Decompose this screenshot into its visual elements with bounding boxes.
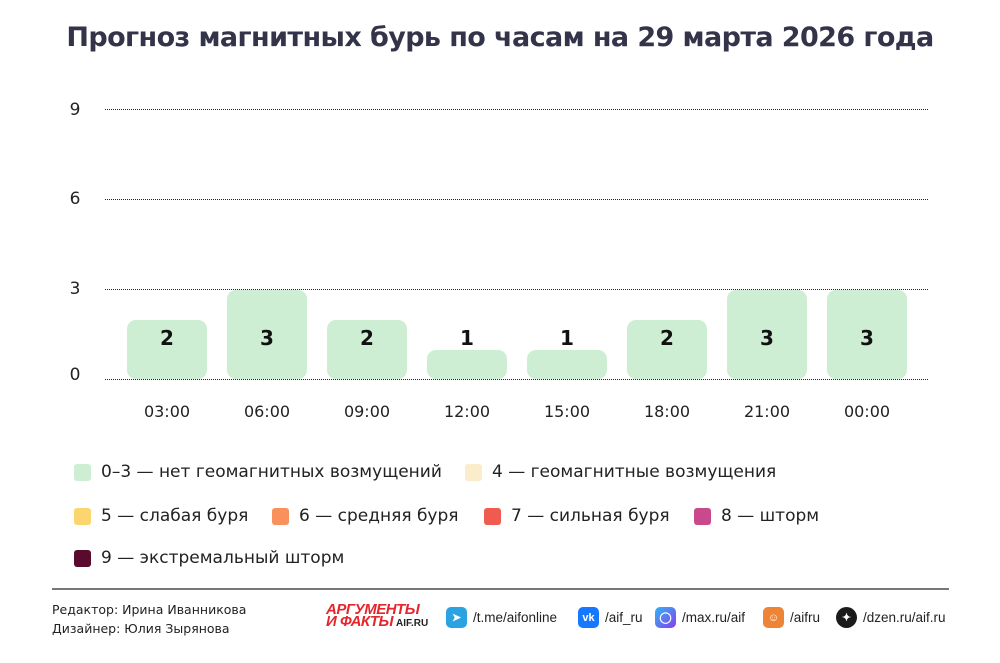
social-label: /dzen.ru/aif.ru [863,610,946,625]
y-tick-0: 0 [69,365,81,385]
legend-item-7: 7 — сильная буря [484,506,670,526]
bar [227,290,307,379]
bar [627,320,707,379]
social-telegram[interactable]: ➤ /t.me/aifonline [446,607,557,628]
bar [127,320,207,379]
social-label: /aif_ru [605,610,643,625]
bar [527,350,607,379]
y-tick-9: 9 [69,100,81,120]
y-tick-3: 3 [69,279,81,299]
social-label: /aifru [790,610,821,625]
legend-label: 9 — экстремальный шторм [101,548,345,568]
bar [427,350,507,379]
legend-swatch [465,463,482,481]
gridline-0 [105,379,928,380]
social-dzen[interactable]: ✦ /dzen.ru/aif.ru [836,607,946,628]
gridline-9 [105,109,928,110]
legend-label: 0–3 — нет геомагнитных возмущений [101,462,442,482]
aif-logo: АРГУМЕНТЫ И ФАКТЫ AIF.RU [326,601,429,630]
x-tick-label: 00:00 [843,402,891,421]
bar-value-label: 1 [460,326,474,350]
legend-swatch [74,463,91,481]
x-tick-label: 06:00 [243,402,291,421]
gridline-6 [105,199,928,200]
bar-value-label: 2 [160,326,174,350]
legend-label: 8 — шторм [721,506,820,526]
bar-value-label: 1 [560,326,574,350]
bar-value-label: 3 [760,326,774,350]
bar [727,290,807,379]
social-label: /t.me/aifonline [473,610,558,625]
x-tick-label: 21:00 [743,402,791,421]
legend-swatch [272,507,289,525]
legend-item-9: 9 — экстремальный шторм [74,548,344,568]
max-icon: ◯ [655,607,676,628]
social-vk[interactable]: vk /aif_ru [578,607,643,628]
legend-swatch [74,507,91,525]
telegram-icon: ➤ [446,607,467,628]
legend-item-4: 4 — геомагнитные возмущения [465,462,776,482]
bar [327,320,407,379]
legend-item-6: 6 — средняя буря [272,506,459,526]
footer-divider [52,588,949,590]
bar-value-label: 2 [360,326,374,350]
legend-swatch [484,507,501,525]
vk-icon: vk [578,607,599,628]
editor-credit: Редактор: Ирина Иванникова [52,602,247,617]
bar-value-label: 2 [660,326,674,350]
legend-label: 5 — слабая буря [101,506,249,526]
bar-value-label: 3 [860,326,874,350]
social-max[interactable]: ◯ /max.ru/aif [655,607,745,628]
x-tick-label: 18:00 [643,402,691,421]
legend-label: 7 — сильная буря [511,506,670,526]
legend-item-0-3: 0–3 — нет геомагнитных возмущений [74,462,442,482]
x-tick-label: 12:00 [443,402,491,421]
bar-value-label: 3 [260,326,274,350]
chart-title: Прогноз магнитных бурь по часам на 29 ма… [66,22,934,53]
credits: Редактор: Ирина Иванникова Дизайнер: Юли… [52,600,246,638]
social-odnoklassniki[interactable]: ☺ /aifru [763,607,820,628]
x-tick-label: 03:00 [143,402,191,421]
legend-label: 4 — геомагнитные возмущения [492,462,777,482]
bar [827,290,907,379]
legend-swatch [694,507,711,525]
legend-item-8: 8 — шторм [694,506,819,526]
dzen-icon: ✦ [836,607,857,628]
x-tick-label: 15:00 [543,402,591,421]
legend-item-5: 5 — слабая буря [74,506,248,526]
y-tick-6: 6 [69,189,81,209]
designer-credit: Дизайнер: Юлия Зырянова [52,621,230,636]
social-label: /max.ru/aif [682,610,746,625]
x-tick-label: 09:00 [343,402,391,421]
legend-swatch [74,549,91,567]
legend-label: 6 — средняя буря [299,506,459,526]
odnoklassniki-icon: ☺ [763,607,784,628]
gridline-3 [105,289,928,290]
